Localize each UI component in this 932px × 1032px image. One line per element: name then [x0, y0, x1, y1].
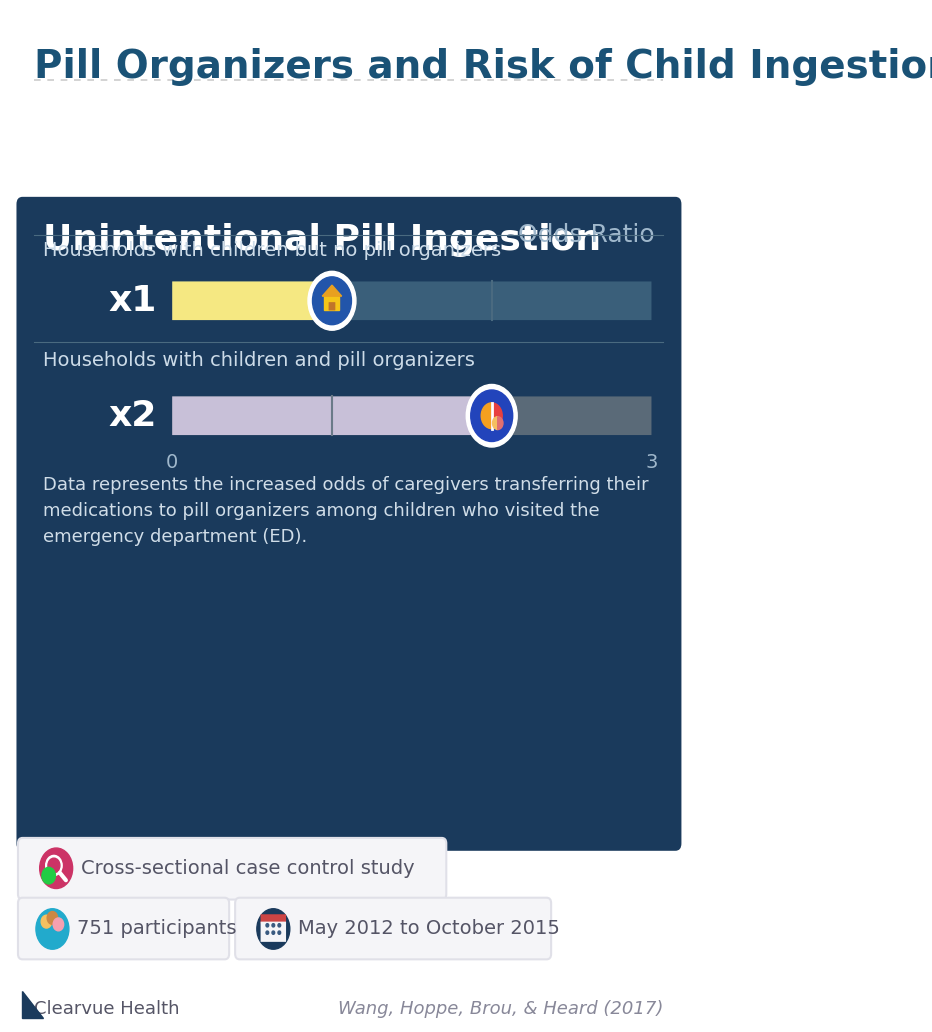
Text: x1: x1	[109, 284, 158, 318]
Wedge shape	[492, 417, 498, 429]
Text: Pill Organizers and Risk of Child Ingestion: Pill Organizers and Risk of Child Ingest…	[34, 47, 932, 86]
FancyBboxPatch shape	[18, 898, 229, 960]
Circle shape	[46, 856, 62, 875]
Circle shape	[312, 277, 351, 325]
FancyBboxPatch shape	[261, 914, 286, 924]
FancyBboxPatch shape	[172, 396, 507, 436]
Wedge shape	[492, 402, 502, 428]
Circle shape	[40, 848, 73, 889]
Polygon shape	[322, 285, 342, 296]
Text: Unintentional Pill Ingestion: Unintentional Pill Ingestion	[44, 223, 601, 257]
Text: 3: 3	[645, 453, 658, 472]
Circle shape	[278, 924, 281, 927]
Text: Wang, Hoppe, Brou, & Heard (2017): Wang, Hoppe, Brou, & Heard (2017)	[338, 1000, 664, 1018]
Wedge shape	[498, 417, 503, 429]
FancyBboxPatch shape	[172, 396, 651, 436]
Circle shape	[272, 924, 275, 927]
Circle shape	[266, 931, 268, 934]
Text: 0: 0	[166, 453, 178, 472]
FancyBboxPatch shape	[18, 838, 446, 900]
Polygon shape	[22, 991, 44, 1019]
Text: May 2012 to October 2015: May 2012 to October 2015	[298, 920, 560, 938]
Circle shape	[48, 911, 58, 925]
Wedge shape	[481, 402, 492, 428]
FancyBboxPatch shape	[329, 302, 336, 311]
Polygon shape	[324, 296, 339, 310]
Text: Clearvue Health: Clearvue Health	[34, 1000, 180, 1018]
Text: Households with children and pill organizers: Households with children and pill organi…	[44, 351, 475, 370]
Text: Households with children but no pill organizers: Households with children but no pill org…	[44, 241, 501, 260]
Text: Data represents the increased odds of caregivers transferring their
medications : Data represents the increased odds of ca…	[44, 476, 649, 546]
Circle shape	[41, 915, 51, 928]
Text: x2: x2	[109, 398, 158, 432]
Circle shape	[471, 390, 513, 442]
FancyBboxPatch shape	[261, 922, 286, 942]
Text: Cross-sectional case control study: Cross-sectional case control study	[81, 859, 415, 878]
Circle shape	[53, 917, 63, 931]
FancyBboxPatch shape	[235, 898, 551, 960]
Circle shape	[42, 867, 55, 884]
Text: 751 participants: 751 participants	[77, 920, 237, 938]
Circle shape	[466, 385, 517, 447]
Circle shape	[278, 931, 281, 934]
Text: Odds Ratio: Odds Ratio	[518, 223, 654, 247]
Circle shape	[266, 924, 268, 927]
Circle shape	[272, 931, 275, 934]
FancyBboxPatch shape	[172, 282, 651, 320]
Circle shape	[308, 271, 356, 330]
Circle shape	[257, 909, 290, 949]
Circle shape	[36, 909, 69, 949]
FancyBboxPatch shape	[172, 282, 347, 320]
Circle shape	[48, 859, 60, 873]
FancyBboxPatch shape	[17, 197, 681, 850]
